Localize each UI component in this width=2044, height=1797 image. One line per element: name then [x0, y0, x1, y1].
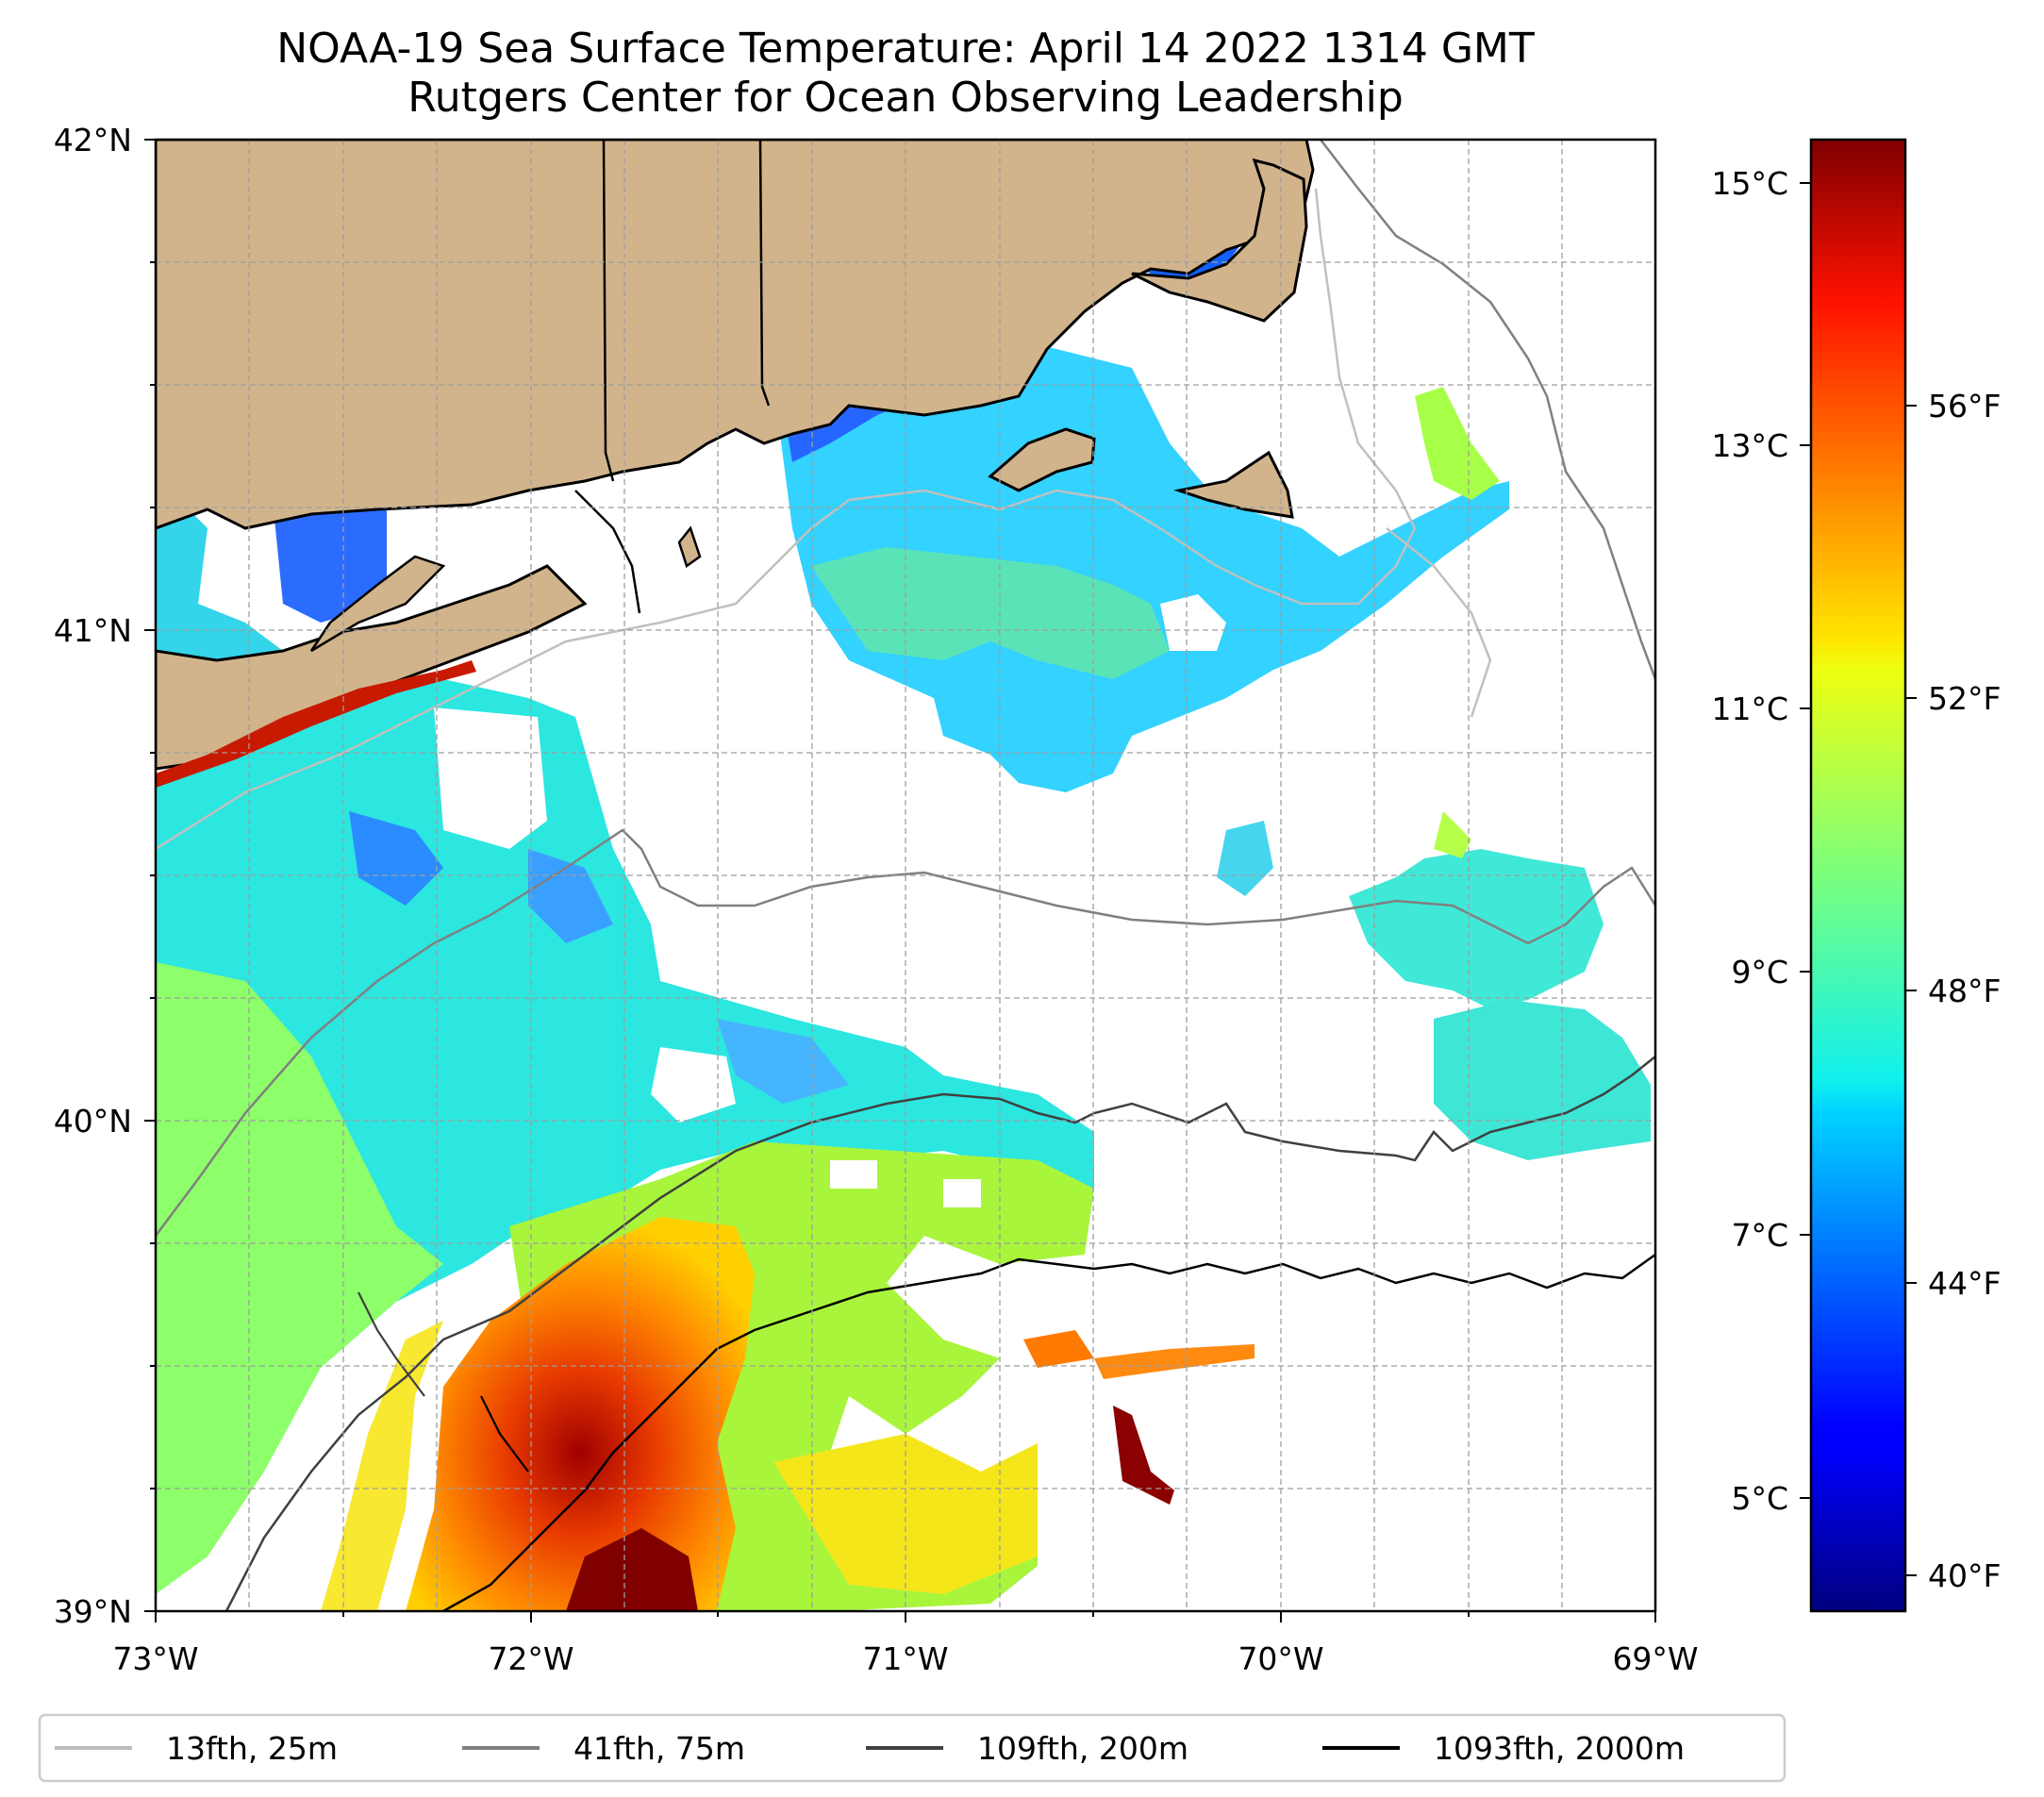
- celsius-tick-label: 13°C: [1711, 427, 1788, 464]
- legend-label-75m: 41fth, 75m: [573, 1730, 745, 1767]
- lon-tick-label: 72°W: [488, 1640, 573, 1677]
- fahrenheit-tick-label: 52°F: [1928, 680, 2001, 717]
- sst-field: [156, 141, 1651, 1611]
- map-area: [156, 140, 1655, 1611]
- colorbar-ticks: [1800, 182, 1917, 1576]
- lat-tick-label: 42°N: [54, 122, 132, 158]
- legend-label-2000m: 1093fth, 2000m: [1434, 1730, 1685, 1767]
- graticule: [156, 140, 1655, 1611]
- lat-tick-label: 39°N: [54, 1593, 132, 1630]
- land: [156, 140, 1315, 771]
- celsius-tick-label: 11°C: [1711, 691, 1788, 727]
- celsius-tick-label: 9°C: [1731, 954, 1788, 990]
- lat-tick-label: 40°N: [54, 1103, 132, 1140]
- lon-tick-label: 69°W: [1612, 1640, 1698, 1677]
- legend-label-200m: 109fth, 200m: [977, 1730, 1188, 1767]
- fahrenheit-tick-label: 40°F: [1928, 1557, 2001, 1594]
- celsius-tick-label: 7°C: [1731, 1217, 1788, 1254]
- axis-ticks: [144, 139, 1656, 1622]
- lon-tick-label: 71°W: [862, 1640, 948, 1677]
- fahrenheit-tick-label: 48°F: [1928, 973, 2001, 1009]
- lat-tick-label: 41°N: [54, 612, 132, 649]
- colorbar: [1809, 138, 1907, 1613]
- celsius-tick-label: 5°C: [1731, 1480, 1788, 1517]
- fahrenheit-tick-label: 56°F: [1928, 388, 2001, 424]
- lon-tick-label: 73°W: [112, 1640, 198, 1677]
- chart-title: NOAA-19 Sea Surface Temperature: April 1…: [276, 25, 1535, 73]
- fahrenheit-tick-label: 44°F: [1928, 1265, 2001, 1302]
- lon-tick-label: 70°W: [1238, 1640, 1323, 1677]
- celsius-tick-label: 15°C: [1711, 165, 1788, 202]
- legend: 13fth, 25m 41fth, 75m 109fth, 200m 1093f…: [38, 1713, 1786, 1783]
- chart-subtitle: Rutgers Center for Ocean Observing Leade…: [407, 74, 1404, 122]
- legend-label-25m: 13fth, 25m: [166, 1730, 338, 1767]
